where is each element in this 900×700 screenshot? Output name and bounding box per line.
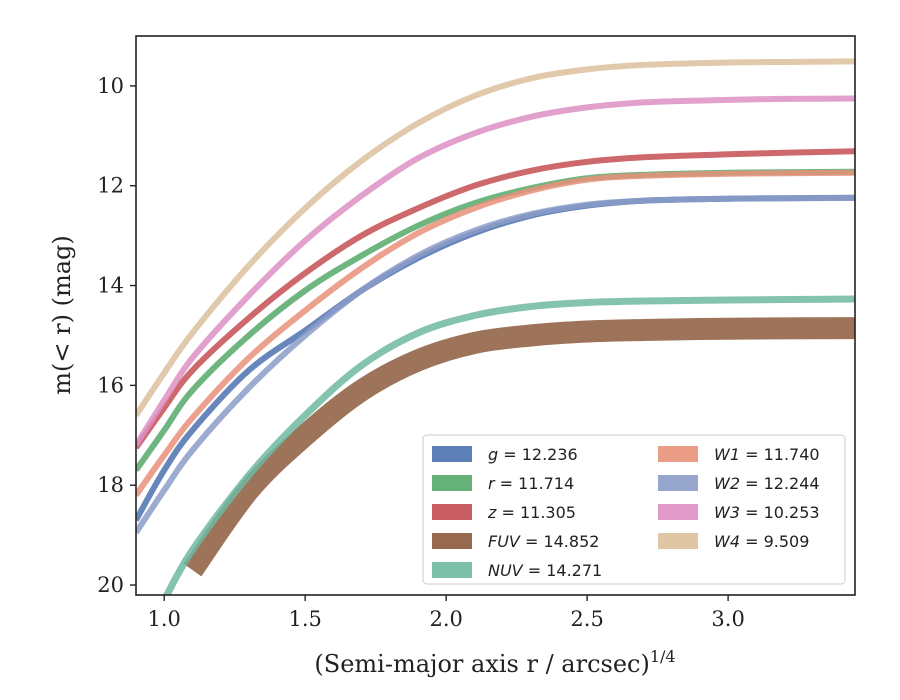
legend-frame — [422, 434, 846, 585]
legend-label-w2: W2 = 12.244 — [714, 474, 820, 493]
legend-label-w3: W3 = 10.253 — [714, 503, 820, 522]
legend-label-z: z = 11.305 — [487, 503, 576, 522]
legend-swatch-z — [432, 504, 472, 520]
legend-label-w1: W1 = 11.740 — [714, 445, 820, 464]
series-layer — [136, 58, 855, 595]
series-line-w4 — [136, 58, 855, 417]
legend: g = 12.236 r = 11.714 z = 11.305 FUV = 14.8… — [422, 434, 846, 585]
y-tick-label: 14 — [97, 274, 124, 298]
series-line-w2 — [136, 194, 855, 535]
y-tick-label: 12 — [97, 174, 124, 198]
y-tick-label: 10 — [97, 74, 124, 98]
series-line-z — [136, 148, 855, 450]
x-tick-label: 1.0 — [147, 607, 180, 631]
y-tick-label: 16 — [97, 373, 124, 397]
y-axis-label: m(< r) (mag) — [48, 235, 76, 394]
series-line-nuv — [162, 295, 855, 595]
legend-swatch-r — [432, 475, 472, 491]
x-tick-label: 2.0 — [429, 607, 462, 631]
legend-label-fuv: FUV = 14.852 — [488, 532, 599, 551]
x-tick-label: 3.0 — [711, 607, 744, 631]
series-line-w3 — [136, 95, 855, 447]
legend-label-w4: W4 = 9.509 — [714, 532, 809, 551]
series-line-w1 — [136, 169, 855, 497]
legend-swatch-nuv — [432, 562, 472, 578]
x-tick-label: 2.5 — [570, 607, 603, 631]
legend-swatch-w4 — [658, 533, 698, 549]
x-axis-ticks: 1.0 1.5 2.0 2.5 3.0 — [147, 595, 745, 631]
legend-swatch-w2 — [658, 475, 698, 491]
series-line-fuv — [183, 317, 855, 577]
legend-label-r: r = 11.714 — [488, 474, 574, 493]
legend-label-g: g = 12.236 — [488, 445, 578, 464]
x-axis-label: (Semi-major axis r / arcsec)1/4 — [314, 647, 675, 678]
x-axis-label-superscript: 1/4 — [650, 647, 676, 666]
legend-swatch-g — [432, 446, 472, 462]
legend-label-nuv: NUV = 14.271 — [488, 561, 602, 580]
legend-swatch-w3 — [658, 504, 698, 520]
x-tick-label: 1.5 — [288, 607, 321, 631]
plot-frame — [135, 35, 856, 596]
legend-swatch-fuv — [432, 533, 472, 549]
legend-swatch-w1 — [658, 446, 698, 462]
y-axis-ticks: 10 12 14 16 18 20 — [97, 74, 136, 597]
y-tick-label: 20 — [97, 573, 124, 597]
y-tick-label: 18 — [97, 473, 124, 497]
